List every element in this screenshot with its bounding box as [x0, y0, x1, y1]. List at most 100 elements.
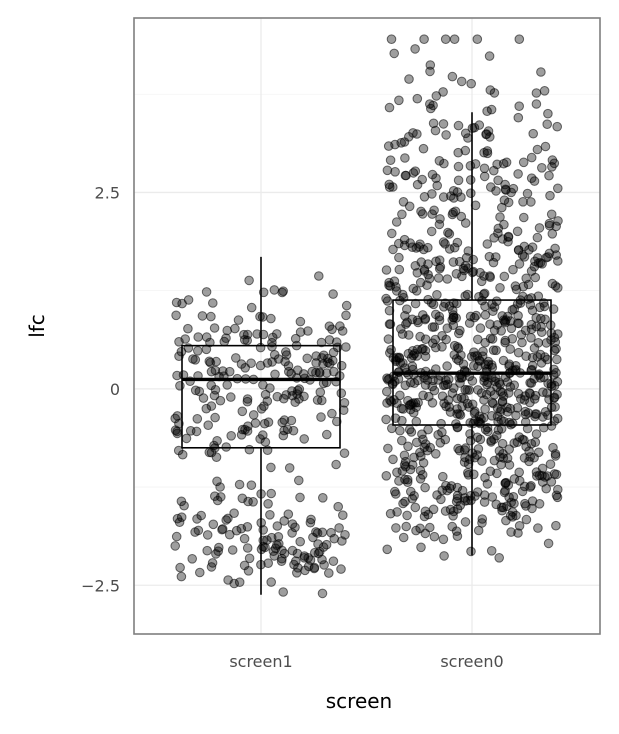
data-point: [334, 523, 344, 533]
data-point: [341, 310, 351, 321]
data-point: [192, 414, 203, 424]
data-point: [233, 315, 244, 325]
data-point: [493, 175, 503, 186]
data-point: [504, 388, 514, 398]
data-point: [266, 488, 277, 499]
data-point: [258, 430, 268, 440]
data-point: [449, 242, 460, 253]
data-point: [526, 197, 536, 207]
data-point: [496, 326, 507, 336]
data-point: [412, 268, 423, 278]
data-point: [210, 385, 221, 395]
data-point: [537, 163, 547, 173]
data-point: [459, 493, 470, 503]
data-point: [482, 146, 493, 156]
data-point: [516, 330, 527, 340]
data-point: [384, 305, 395, 316]
data-point: [474, 292, 484, 302]
data-point: [272, 521, 283, 531]
data-point: [438, 119, 449, 129]
data-point: [450, 206, 461, 217]
data-point: [500, 486, 511, 496]
data-point: [530, 272, 541, 283]
data-point: [440, 506, 451, 516]
data-point: [415, 465, 426, 476]
data-point: [262, 358, 273, 368]
data-point: [513, 112, 524, 123]
data-point: [473, 525, 484, 536]
data-point: [339, 448, 350, 459]
data-point: [442, 274, 453, 284]
data-point: [255, 311, 265, 322]
data-point: [309, 562, 320, 573]
data-point: [475, 434, 486, 445]
data-point: [521, 514, 532, 525]
data-point: [187, 554, 197, 564]
data-point: [496, 415, 507, 425]
data-point: [469, 361, 479, 371]
data-point: [266, 462, 276, 473]
data-point: [455, 325, 465, 336]
data-point: [437, 427, 447, 438]
data-point: [283, 509, 294, 520]
box-layer: [181, 112, 552, 595]
data-point: [437, 391, 448, 402]
data-point: [415, 239, 425, 249]
data-point: [206, 447, 217, 458]
box-iqr: [392, 299, 552, 426]
data-point: [312, 395, 323, 405]
data-point: [553, 183, 563, 194]
data-point: [306, 514, 316, 525]
data-point: [403, 395, 413, 406]
data-point: [205, 337, 215, 348]
data-point: [550, 451, 561, 461]
data-point: [397, 415, 407, 426]
data-point: [505, 344, 516, 354]
data-point: [526, 481, 536, 491]
data-point: [438, 534, 449, 545]
data-point: [442, 361, 452, 371]
data-point: [518, 157, 529, 168]
data-point: [518, 197, 528, 207]
y-axis-ticks: 2.5 0 −2.5: [81, 183, 120, 595]
data-point: [181, 433, 192, 444]
data-point: [428, 504, 439, 515]
data-point: [424, 391, 434, 402]
data-point: [336, 564, 346, 574]
data-point: [497, 396, 508, 407]
data-point: [284, 366, 294, 377]
data-point: [409, 491, 419, 501]
data-point: [482, 106, 492, 116]
data-point: [193, 332, 203, 342]
data-point: [452, 237, 463, 248]
data-point: [292, 548, 303, 559]
data-point: [315, 387, 326, 398]
data-point: [456, 76, 467, 87]
data-point: [394, 238, 404, 249]
data-point: [276, 556, 287, 567]
data-point: [448, 511, 458, 521]
data-point: [501, 477, 511, 488]
data-point: [398, 498, 408, 509]
data-point: [339, 398, 350, 408]
data-point: [400, 461, 411, 472]
data-point: [198, 393, 209, 403]
data-point: [286, 415, 297, 426]
data-point: [506, 187, 517, 198]
data-point: [427, 381, 438, 392]
data-point: [223, 575, 233, 585]
data-point: [488, 345, 499, 356]
data-point: [295, 536, 306, 547]
data-point: [522, 188, 533, 199]
data-point: [404, 330, 414, 340]
data-point: [321, 539, 332, 550]
data-point: [193, 346, 203, 356]
data-point: [336, 360, 347, 371]
data-point: [420, 528, 431, 539]
data-point: [236, 359, 247, 369]
jitter-points: [170, 34, 563, 599]
data-point: [492, 403, 503, 414]
data-point: [408, 283, 419, 294]
data-point: [395, 425, 405, 436]
data-point: [545, 459, 556, 470]
